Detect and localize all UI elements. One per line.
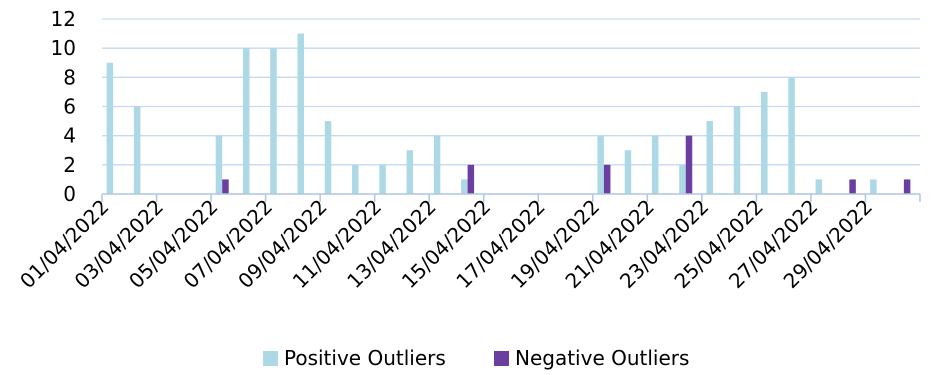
bar-positive-21-04-2022 <box>651 135 659 194</box>
y-tick-label-10: 10 <box>51 36 76 60</box>
bar-positive-19-04-2022 <box>597 135 604 194</box>
bar-positive-12-04-2022 <box>406 150 414 194</box>
bar-negative-05-04-2022 <box>222 179 229 194</box>
y-tick-label-12: 12 <box>51 7 76 31</box>
bar-positive-20-04-2022 <box>624 150 632 194</box>
bar-positive-05-04-2022 <box>215 135 223 194</box>
bar-positive-11-04-2022 <box>379 164 386 194</box>
bar-positive-24-04-2022 <box>733 106 741 194</box>
bar-positive-07-04-2022 <box>270 48 277 194</box>
bar-positive-14-04-2022 <box>461 179 468 194</box>
legend: Positive Outliers Negative Outliers <box>263 346 689 370</box>
legend-label-negative-outliers: Negative Outliers <box>515 346 689 370</box>
bar-positive-02-04-2022 <box>133 106 141 194</box>
grid-lines <box>102 18 920 166</box>
bar-positive-09-04-2022 <box>324 121 332 194</box>
bar-positive-13-04-2022 <box>433 135 441 194</box>
bar-positive-29-04-2022 <box>870 179 877 194</box>
bar-negative-30-04-2022 <box>903 179 911 194</box>
bar-positive-25-04-2022 <box>761 91 768 194</box>
legend-label-positive-outliers: Positive Outliers <box>284 346 446 370</box>
bar-positive-23-04-2022 <box>706 121 713 194</box>
bars <box>106 33 911 194</box>
y-tick-label-2: 2 <box>63 153 76 177</box>
bar-negative-22-04-2022 <box>685 135 693 194</box>
y-tick-label-8: 8 <box>63 65 76 89</box>
bar-negative-14-04-2022 <box>467 164 475 194</box>
bar-negative-19-04-2022 <box>603 164 611 194</box>
bar-positive-08-04-2022 <box>297 33 304 194</box>
bar-positive-22-04-2022 <box>679 164 686 194</box>
y-tick-label-4: 4 <box>63 124 76 148</box>
bar-positive-06-04-2022 <box>242 48 250 194</box>
legend-swatch-negative-outliers <box>494 351 509 366</box>
legend-swatch-positive-outliers <box>263 351 278 366</box>
y-axis-tick-labels: 0 2 4 6 8 10 12 <box>51 7 76 206</box>
bar-positive-26-04-2022 <box>788 77 795 194</box>
bar-negative-28-04-2022 <box>849 179 856 194</box>
bar-positive-01-04-2022 <box>106 62 114 194</box>
x-axis <box>101 193 921 202</box>
x-axis-tick-labels: 01/04/202203/04/202205/04/202207/04/2022… <box>15 195 877 293</box>
y-tick-label-6: 6 <box>63 95 76 119</box>
bar-positive-27-04-2022 <box>815 179 823 194</box>
y-tick-label-0: 0 <box>63 182 76 206</box>
bar-positive-10-04-2022 <box>352 164 359 194</box>
